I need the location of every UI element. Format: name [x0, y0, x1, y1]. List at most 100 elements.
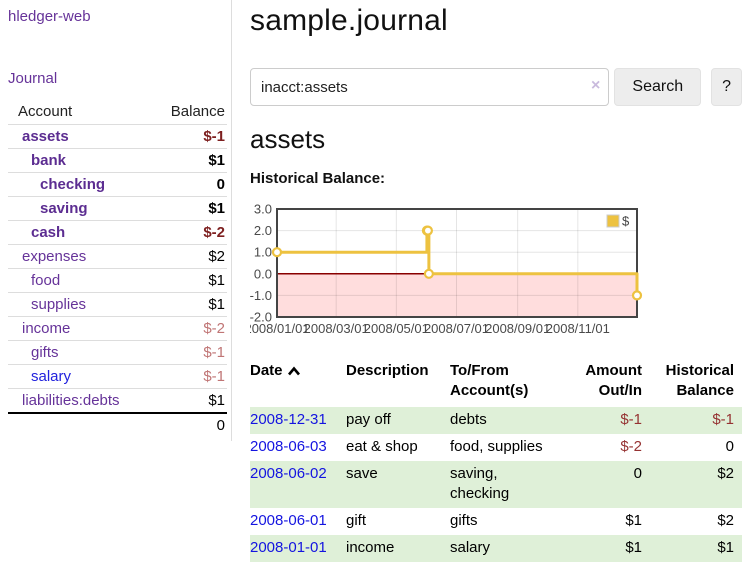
account-balance: $-2: [153, 220, 227, 245]
balance-cell: $2: [717, 465, 734, 482]
account-balance: $2: [153, 244, 227, 269]
account-balance: $1: [153, 196, 227, 221]
sort-asc-icon: [287, 366, 300, 376]
accounts-header-row: Account Balance: [8, 100, 227, 125]
register-header-balance: Historical Balance: [665, 362, 734, 399]
amount-cell: $-2: [620, 438, 642, 455]
table-row: 2008-12-31 pay off debts $-1 $-1: [250, 407, 742, 434]
svg-text:0.0: 0.0: [254, 266, 272, 281]
register-header-amount: Amount Out/In: [585, 362, 642, 399]
accounts-table: Account Balance assets $-1 bank $1 checking 0…: [8, 100, 227, 437]
date-header-label: Date: [250, 362, 283, 379]
chart-title: Historical Balance:: [250, 170, 386, 187]
accounts-cell: debts: [450, 411, 487, 428]
account-row: supplies $1: [8, 292, 227, 317]
table-row: 2008-06-03 eat & shop food, supplies $-2 0: [250, 434, 742, 461]
page-title: sample.journal: [250, 4, 448, 37]
svg-text:2.0: 2.0: [254, 223, 272, 238]
amount-cell: $-1: [620, 411, 642, 428]
main-content: sample.journal × Search ? assets Histori…: [250, 0, 742, 582]
search-box: ×: [250, 68, 610, 106]
account-link[interactable]: gifts: [31, 344, 59, 361]
transaction-date-link[interactable]: 2008-12-31: [250, 411, 327, 428]
account-balance: $-2: [153, 316, 227, 341]
table-row: 2008-01-01 income salary $1 $1: [250, 535, 742, 562]
account-balance: $1: [153, 268, 227, 293]
description-cell: save: [346, 465, 378, 482]
account-balance: $-1: [153, 124, 227, 149]
account-row: expenses $2: [8, 244, 227, 269]
svg-text:2008/01/01: 2008/01/01: [250, 321, 310, 336]
accounts-cell: food, supplies: [450, 438, 543, 455]
balance-cell: $2: [717, 512, 734, 529]
help-button[interactable]: ?: [711, 68, 742, 106]
accounts-cell: salary: [450, 539, 491, 556]
account-link[interactable]: liabilities:debts: [22, 392, 120, 409]
account-balance: $1: [153, 292, 227, 317]
accounts-total-value: 0: [153, 412, 227, 437]
description-cell: gift: [346, 512, 367, 529]
account-row: gifts $-1: [8, 340, 227, 365]
sidebar: hledger-web Journal Account Balance asse…: [0, 0, 232, 441]
account-heading: assets: [250, 124, 326, 154]
accounts-total-row: 0: [8, 412, 227, 437]
account-link[interactable]: saving: [40, 200, 88, 217]
description-cell: eat & shop: [346, 438, 418, 455]
accounts-total-spacer: [8, 412, 154, 437]
svg-text:2008/03/01: 2008/03/01: [304, 321, 369, 336]
clear-search-icon[interactable]: ×: [591, 77, 601, 94]
transaction-date-link[interactable]: 2008-06-03: [250, 438, 327, 455]
balance-cell: 0: [725, 438, 734, 455]
account-row: salary $-1: [8, 364, 227, 389]
account-link[interactable]: bank: [31, 152, 67, 169]
account-link[interactable]: expenses: [22, 248, 87, 265]
svg-text:2008/11/01: 2008/11/01: [546, 321, 610, 336]
brand-link[interactable]: hledger-web: [8, 8, 91, 25]
search-input[interactable]: [250, 68, 610, 106]
register-header-accounts: To/From Account(s): [450, 362, 529, 399]
account-link[interactable]: salary: [31, 368, 72, 385]
account-link[interactable]: supplies: [31, 296, 87, 313]
search-button[interactable]: Search: [614, 68, 702, 106]
register-table: Date Description To/From Account(s) Amou…: [250, 358, 742, 562]
account-link[interactable]: food: [31, 272, 61, 289]
date-cell: 2008-12-31: [250, 407, 346, 434]
transaction-date-link[interactable]: 2008-06-02: [250, 465, 327, 482]
balance-cell: $1: [717, 539, 734, 556]
amount-cell: $1: [625, 539, 642, 556]
amount-cell: 0: [633, 465, 642, 482]
svg-text:1.0: 1.0: [254, 245, 272, 260]
historical-balance-chart: $3.0 2.0 1.0 0.0 -1.0 -2.02008/01/012008/03/0…: [250, 202, 643, 336]
account-row: income $-2: [8, 316, 227, 341]
description-cell: pay off: [346, 411, 391, 428]
register-header-row: Date Description To/From Account(s) Amou…: [250, 358, 742, 407]
account-row: bank $1: [8, 148, 227, 173]
account-link[interactable]: checking: [40, 176, 106, 193]
account-row: liabilities:debts $1: [8, 388, 227, 413]
account-balance: $-1: [153, 364, 227, 389]
accounts-header-balance: Balance: [153, 100, 227, 125]
accounts-cell: saving, checking: [450, 465, 510, 502]
account-balance: 0: [153, 172, 227, 197]
account-row: checking 0: [8, 172, 227, 197]
account-row: assets $-1: [8, 124, 227, 149]
account-link[interactable]: cash: [31, 224, 66, 241]
account-link[interactable]: income: [22, 320, 71, 337]
register-header-date[interactable]: Date: [250, 358, 346, 407]
table-row: 2008-06-02 save saving, checking 0 $2: [250, 461, 742, 508]
amount-cell: $1: [625, 512, 642, 529]
sidebar-item-journal[interactable]: Journal: [8, 70, 58, 87]
account-balance: $1: [153, 148, 227, 173]
date-cell: 2008-06-01: [250, 508, 346, 535]
svg-text:-1.0: -1.0: [250, 288, 272, 303]
account-link[interactable]: assets: [22, 128, 69, 145]
account-row: cash $-2: [8, 220, 227, 245]
transaction-date-link[interactable]: 2008-06-01: [250, 512, 327, 529]
date-cell: 2008-06-02: [250, 461, 346, 508]
search-row: × Search ?: [250, 68, 742, 106]
svg-text:3.0: 3.0: [254, 202, 272, 217]
transaction-date-link[interactable]: 2008-01-01: [250, 539, 327, 556]
svg-text:2008/05/01: 2008/05/01: [364, 321, 429, 336]
svg-text:$: $: [622, 214, 630, 229]
date-cell: 2008-01-01: [250, 535, 346, 562]
